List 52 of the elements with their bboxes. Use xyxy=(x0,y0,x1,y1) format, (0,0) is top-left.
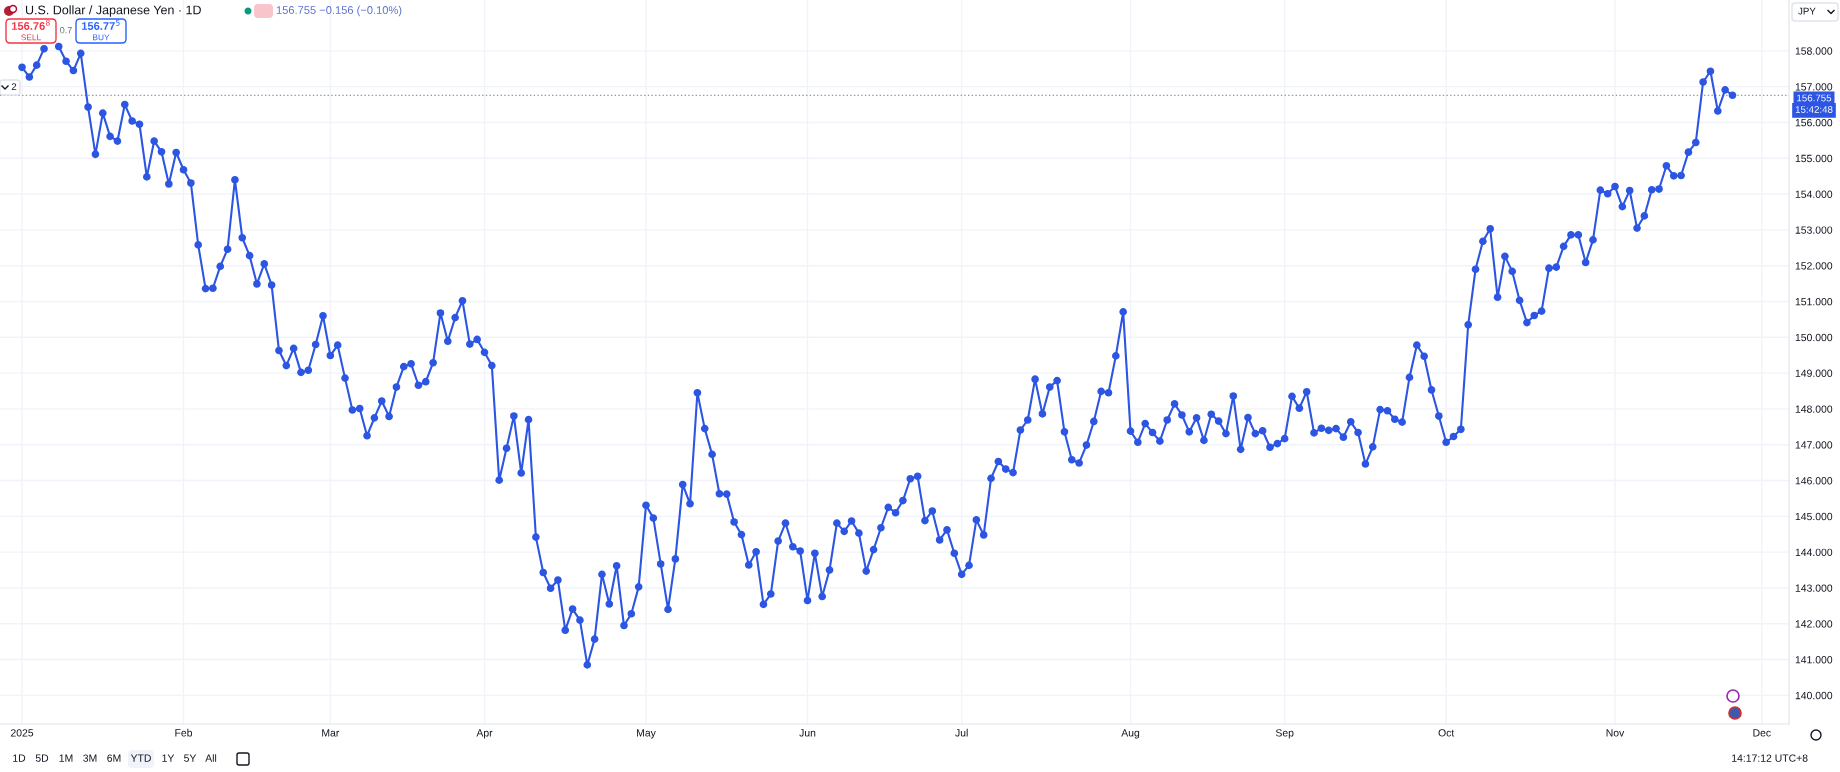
text: 5D xyxy=(35,754,49,762)
y-tick-label: 153.000 xyxy=(1795,226,1833,234)
text: JPY xyxy=(1798,7,1816,15)
text: 6M xyxy=(107,754,121,762)
text: All xyxy=(205,754,217,762)
text: 1Y xyxy=(162,754,175,762)
annotation: 156.76$^{8}$ xyxy=(11,19,50,30)
x-tick-label: Feb xyxy=(175,728,193,737)
x-tick-label: Oct xyxy=(1438,729,1455,737)
text: 2 xyxy=(11,83,17,91)
y-tick-label: 144.000 xyxy=(1795,548,1833,557)
y-tick-label: 143.000 xyxy=(1795,584,1833,592)
annotation: BUY xyxy=(93,34,110,41)
text: 1M xyxy=(59,754,73,762)
y-tick-label: 152.000 xyxy=(1795,262,1833,270)
y-tick-label: 142.000 xyxy=(1795,620,1833,628)
y-tick-label: 156.000 xyxy=(1795,118,1833,127)
x-tick-label: Nov xyxy=(1606,729,1625,737)
y-tick-label: 157.000 xyxy=(1795,83,1833,91)
annotation: 0.7 xyxy=(60,27,72,34)
x-tick-label: Aug xyxy=(1121,729,1140,739)
x-tick-label: Dec xyxy=(1753,729,1771,737)
y-tick-label: 150.000 xyxy=(1795,333,1833,342)
text: 14:17:12 UTC+8 xyxy=(1732,754,1808,762)
y-tick-label: 151.000 xyxy=(1795,297,1833,306)
text: 15:42:48 xyxy=(1795,106,1833,113)
y-tick-label: 148.000 xyxy=(1795,405,1833,413)
y-tick-label: 154.000 xyxy=(1795,190,1833,198)
chart-title: U.S. Dollar / Japanese Yen · 1D xyxy=(25,5,201,17)
y-tick-label: 147.000 xyxy=(1795,441,1833,449)
x-tick-label: Jun xyxy=(799,729,816,737)
text: 5Y xyxy=(184,754,197,762)
y-tick-label: 146.000 xyxy=(1795,477,1833,485)
y-tick-label: 158.000 xyxy=(1795,47,1833,55)
text: 1D xyxy=(13,754,26,762)
text: 3M xyxy=(83,754,97,762)
text: YTD xyxy=(130,754,151,762)
x-tick-label: Sep xyxy=(1275,729,1294,739)
annotation: SELL xyxy=(21,34,41,41)
x-tick-label: Jul xyxy=(955,728,968,737)
x-tick-label: 2025 xyxy=(10,729,34,737)
annotation: 156.77$^{5}$ xyxy=(81,19,120,30)
x-tick-label: Mar xyxy=(322,729,340,737)
x-tick-label: May xyxy=(637,729,656,739)
y-tick-label: 145.000 xyxy=(1795,512,1833,521)
y-tick-label: 141.000 xyxy=(1795,656,1833,664)
ref-line-label: 156.755 xyxy=(1797,94,1832,102)
chart-subtitle: 156.755 −0.156 (−0.10%) xyxy=(276,5,402,17)
y-tick-label: 155.000 xyxy=(1795,154,1833,163)
x-tick-label: Apr xyxy=(476,729,493,739)
y-tick-label: 140.000 xyxy=(1795,691,1833,700)
y-tick-label: 149.000 xyxy=(1795,369,1833,377)
